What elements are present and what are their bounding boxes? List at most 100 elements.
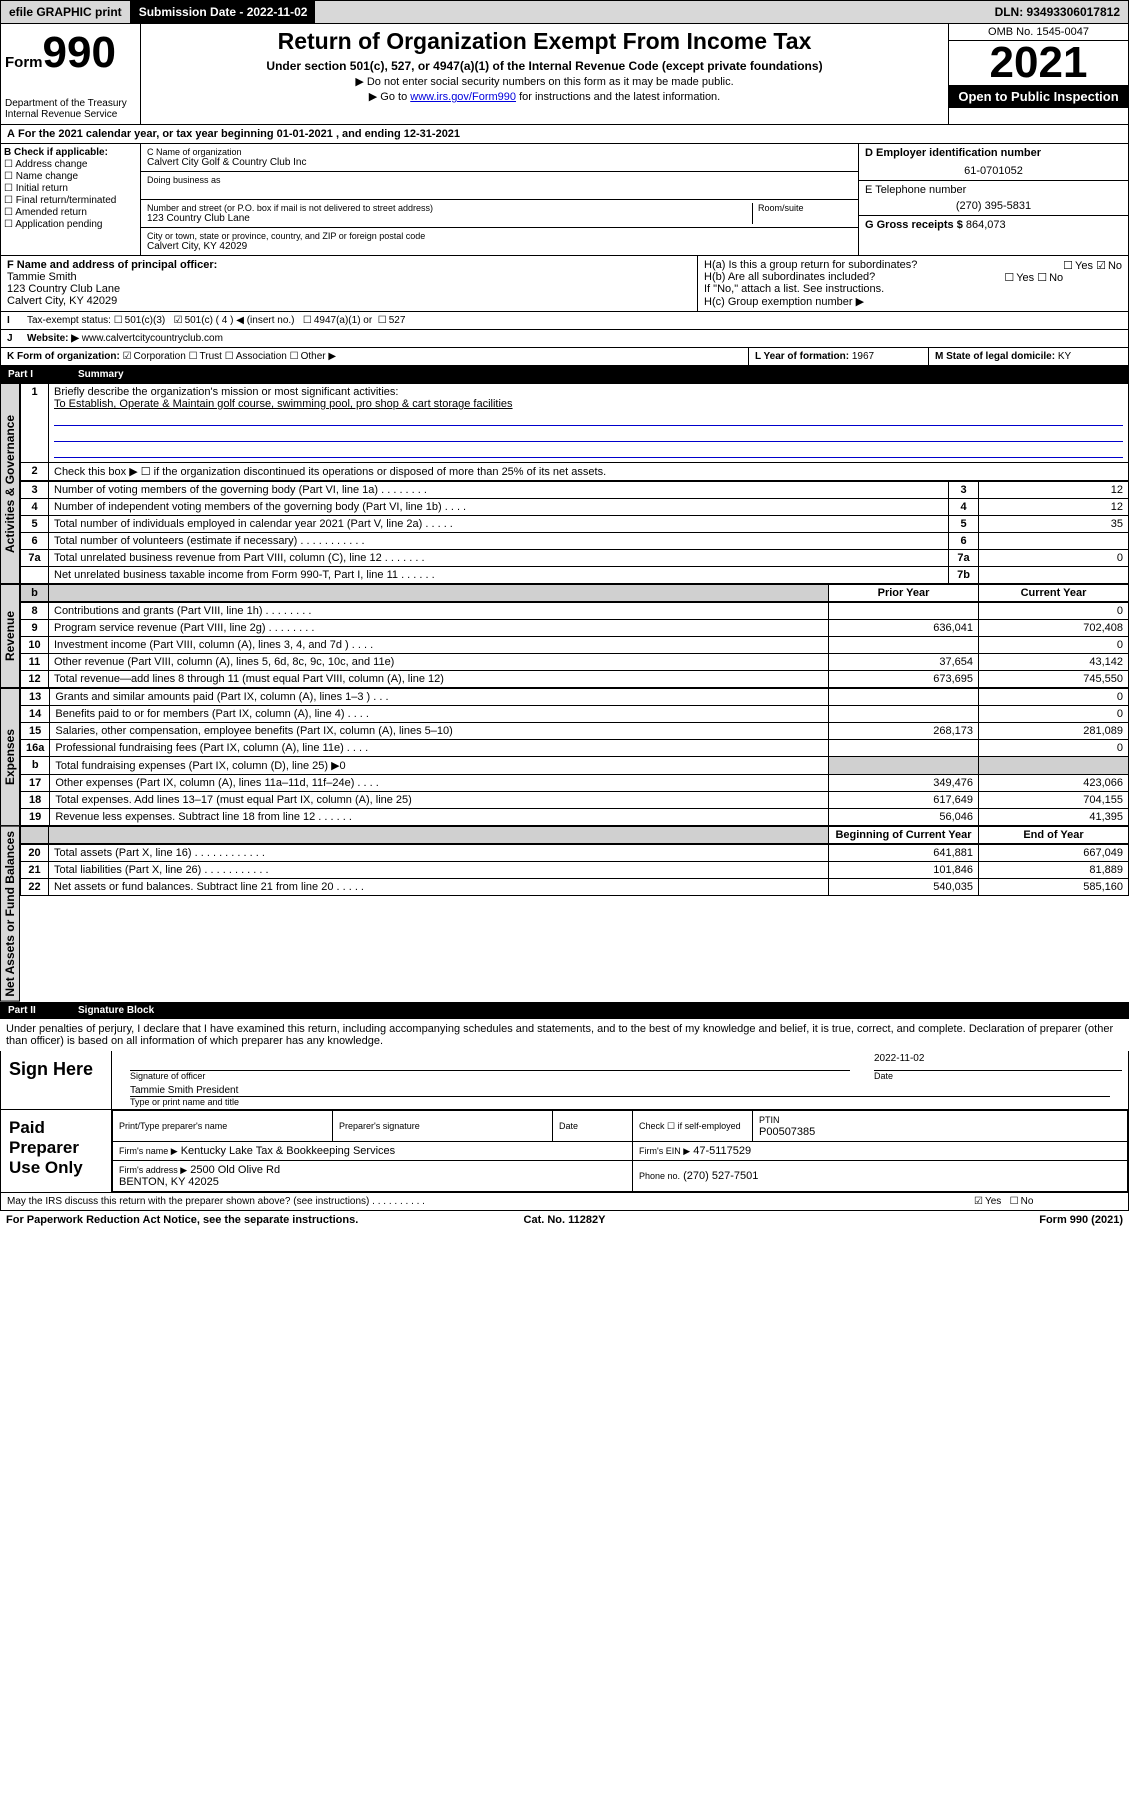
h-b: H(b) Are all subordinates included? Yes … xyxy=(704,271,1122,283)
hb-yes[interactable]: Yes xyxy=(1004,272,1034,284)
state-domicile: KY xyxy=(1058,351,1071,362)
mission-text: To Establish, Operate & Maintain golf co… xyxy=(54,398,513,410)
chk-initial-return[interactable]: Initial return xyxy=(4,183,137,194)
dln: DLN: 93493306017812 xyxy=(987,1,1128,23)
part1-header: Part I Summary xyxy=(0,366,1129,383)
sig-date: 2022-11-02 xyxy=(874,1053,1122,1071)
end-year-hdr: End of Year xyxy=(979,827,1129,844)
g-label: G Gross receipts $ xyxy=(865,219,963,231)
k-trust[interactable]: Trust xyxy=(189,351,222,362)
submission-date[interactable]: Submission Date - 2022-11-02 xyxy=(131,1,317,23)
k-corp[interactable]: Corporation xyxy=(123,351,186,362)
table-row: 7aTotal unrelated business revenue from … xyxy=(21,550,1129,567)
chk-app-pending[interactable]: Application pending xyxy=(4,219,137,230)
table-row: 10Investment income (Part VIII, column (… xyxy=(21,637,1129,654)
ha-yes[interactable]: Yes xyxy=(1063,260,1093,272)
d-label: D Employer identification number xyxy=(865,147,1041,159)
table-row: 3Number of voting members of the governi… xyxy=(21,482,1129,499)
chk-address-change[interactable]: Address change xyxy=(4,159,137,170)
penalty-statement: Under penalties of perjury, I declare th… xyxy=(0,1019,1129,1051)
prior-year-hdr: Prior Year xyxy=(829,585,979,602)
firm-ein: 47-5117529 xyxy=(693,1145,751,1157)
sig-date-label: Date xyxy=(874,1071,1122,1081)
sign-here-row: Sign Here Signature of officer 2022-11-0… xyxy=(0,1051,1129,1110)
efile-label: efile GRAPHIC print xyxy=(1,1,131,23)
k-assoc[interactable]: Association xyxy=(225,351,287,362)
note-ssn: ▶ Do not enter social security numbers o… xyxy=(141,75,948,88)
table-row: 22Net assets or fund balances. Subtract … xyxy=(21,879,1129,896)
table-row: 11Other revenue (Part VIII, column (A), … xyxy=(21,654,1129,671)
table-row: 5Total number of individuals employed in… xyxy=(21,516,1129,533)
firm-addr1: 2500 Old Olive Rd xyxy=(190,1164,280,1176)
ein: 61-0701052 xyxy=(865,165,1122,177)
curr-year-hdr: Current Year xyxy=(979,585,1129,602)
summary-revenue: Revenue b Prior Year Current Year 8Contr… xyxy=(0,584,1129,688)
hb-no[interactable]: No xyxy=(1037,272,1063,284)
discuss-yes[interactable]: Yes xyxy=(974,1196,1001,1207)
dba-label: Doing business as xyxy=(147,175,852,185)
h-a: H(a) Is this a group return for subordin… xyxy=(704,259,1122,271)
chk-name-change[interactable]: Name change xyxy=(4,171,137,182)
table-row: 13Grants and similar amounts paid (Part … xyxy=(21,689,1129,706)
table-row: 19Revenue less expenses. Subtract line 1… xyxy=(21,809,1129,826)
sig-officer-label: Signature of officer xyxy=(130,1071,850,1081)
city-state-zip: Calvert City, KY 42029 xyxy=(147,241,852,252)
form-footer: Form 990 (2021) xyxy=(751,1214,1123,1226)
table-row: 14Benefits paid to or for members (Part … xyxy=(21,706,1129,723)
summary-net: Net Assets or Fund Balances Beginning of… xyxy=(0,826,1129,1002)
part2-header: Part II Signature Block xyxy=(0,1002,1129,1019)
top-bar: efile GRAPHIC print Submission Date - 20… xyxy=(0,0,1129,24)
side-net: Net Assets or Fund Balances xyxy=(0,826,20,1002)
officer-name-title: Tammie Smith President xyxy=(130,1085,1110,1097)
irs-link[interactable]: www.irs.gov/Form990 xyxy=(410,91,516,103)
discuss-row: May the IRS discuss this return with the… xyxy=(0,1193,1129,1211)
i-527[interactable]: 527 xyxy=(378,315,406,326)
h-c: H(c) Group exemption number ▶ xyxy=(704,295,1122,308)
chk-amended[interactable]: Amended return xyxy=(4,207,137,218)
q1-label: Briefly describe the organization's miss… xyxy=(54,386,398,398)
pra-notice: For Paperwork Reduction Act Notice, see … xyxy=(6,1214,378,1226)
org-name: Calvert City Golf & Country Club Inc xyxy=(147,157,852,168)
irs-label: Internal Revenue Service xyxy=(5,109,136,120)
i-4947[interactable]: 4947(a)(1) or xyxy=(303,315,372,326)
section-fh: F Name and address of principal officer:… xyxy=(0,256,1129,312)
form-header: Form990 Department of the Treasury Inter… xyxy=(0,24,1129,125)
firm-phone: (270) 527-7501 xyxy=(683,1170,758,1182)
addr-label: Number and street (or P.O. box if mail i… xyxy=(147,203,752,213)
section-bcdeg: B Check if applicable: Address change Na… xyxy=(0,144,1129,256)
k-other[interactable]: Other ▶ xyxy=(290,351,336,362)
room-label: Room/suite xyxy=(758,203,852,213)
city-label: City or town, state or province, country… xyxy=(147,231,852,241)
table-row: 17Other expenses (Part IX, column (A), l… xyxy=(21,775,1129,792)
f-label: F Name and address of principal officer: xyxy=(7,259,217,271)
form-subtitle: Under section 501(c), 527, or 4947(a)(1)… xyxy=(141,59,948,73)
row-klm: K Form of organization: Corporation Trus… xyxy=(0,348,1129,366)
q2-text: Check this box ▶ ☐ if the organization d… xyxy=(49,463,1129,481)
table-row: bTotal fundraising expenses (Part IX, co… xyxy=(21,757,1129,775)
telephone: (270) 395-5831 xyxy=(865,200,1122,212)
table-row: 16aProfessional fundraising fees (Part I… xyxy=(21,740,1129,757)
discuss-no[interactable]: No xyxy=(1010,1196,1034,1207)
officer-addr2: Calvert City, KY 42029 xyxy=(7,295,117,307)
firm-name: Kentucky Lake Tax & Bookkeeping Services xyxy=(181,1145,395,1157)
officer-addr1: 123 Country Club Lane xyxy=(7,283,120,295)
name-title-label: Type or print name and title xyxy=(130,1097,1110,1107)
table-row: 20Total assets (Part X, line 16) . . . .… xyxy=(21,845,1129,862)
officer-name: Tammie Smith xyxy=(7,271,77,283)
i-501c[interactable]: 501(c) ( 4 ) ◀ (insert no.) xyxy=(174,315,295,326)
website: www.calvertcitycountryclub.com xyxy=(82,333,223,344)
form-title: Return of Organization Exempt From Incom… xyxy=(141,28,948,55)
dept-label: Department of the Treasury xyxy=(5,98,136,109)
table-row: Net unrelated business taxable income fr… xyxy=(21,567,1129,584)
street-address: 123 Country Club Lane xyxy=(147,213,752,224)
note-link: ▶ Go to www.irs.gov/Form990 for instruct… xyxy=(141,90,948,103)
open-public: Open to Public Inspection xyxy=(949,85,1128,108)
i-501c3[interactable]: 501(c)(3) xyxy=(114,315,166,326)
table-row: 6Total number of volunteers (estimate if… xyxy=(21,533,1129,550)
side-expenses: Expenses xyxy=(0,688,20,826)
chk-final-return[interactable]: Final return/terminated xyxy=(4,195,137,206)
c-name-label: C Name of organization xyxy=(147,147,852,157)
ha-no[interactable]: No xyxy=(1096,260,1122,272)
cat-no: Cat. No. 11282Y xyxy=(378,1214,750,1226)
b-label: B Check if applicable: xyxy=(4,147,108,158)
